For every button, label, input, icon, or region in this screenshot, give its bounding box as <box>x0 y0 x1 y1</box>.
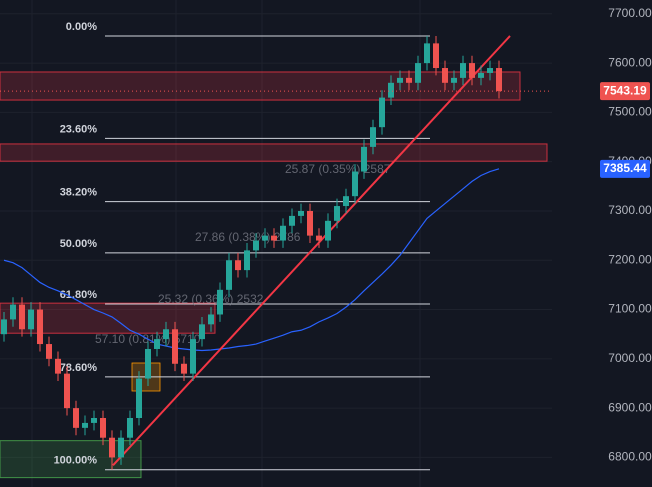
candle-body <box>109 437 115 458</box>
candle-body <box>226 260 232 290</box>
candle-body <box>343 196 349 207</box>
candle-body <box>334 206 340 221</box>
moving-average <box>3 168 500 352</box>
candle-body <box>127 417 133 438</box>
fib-label: 0.00% <box>66 21 97 33</box>
fib-label: 50.00% <box>60 238 98 250</box>
candle-body <box>181 363 187 374</box>
candle-body <box>424 43 430 64</box>
candle-body <box>37 309 43 345</box>
candle-body <box>298 210 304 216</box>
candle-body <box>478 72 484 78</box>
y-tick-label: 7700.00 <box>608 6 652 20</box>
trendline <box>112 35 511 466</box>
y-tick-label: 6800.00 <box>608 450 652 464</box>
candle-body <box>199 324 205 340</box>
candle-body <box>208 314 214 325</box>
last-price-label: 7543.19 <box>603 83 647 97</box>
candle-body <box>361 146 367 172</box>
candle-body <box>118 437 124 458</box>
candle-body <box>280 225 286 241</box>
fib-label: 38.20% <box>60 187 98 199</box>
candle-body <box>370 127 376 147</box>
candle-body <box>253 240 259 251</box>
candle-body <box>460 63 466 78</box>
candle-body <box>451 77 457 83</box>
candle-body <box>316 235 322 241</box>
candle-body <box>91 417 97 423</box>
fib-label: 78.60% <box>60 362 98 374</box>
candle-body <box>244 250 250 271</box>
candle-body <box>379 97 385 128</box>
y-tick-label: 6900.00 <box>608 400 652 414</box>
candle-body <box>64 373 70 409</box>
candle-body <box>172 329 178 364</box>
ma-price-box <box>600 159 650 178</box>
candle-body <box>388 82 394 98</box>
candle-body <box>10 304 16 320</box>
candle-body <box>163 329 169 340</box>
fib-label: 100.00% <box>54 455 98 467</box>
candle-body <box>145 348 151 379</box>
candle-body <box>262 235 268 241</box>
candle-body <box>325 220 331 241</box>
zone <box>0 143 548 162</box>
candle-body <box>235 260 241 271</box>
y-tick-label: 7500.00 <box>608 105 652 119</box>
candle-body <box>28 309 34 330</box>
candle-body <box>154 339 160 349</box>
last-price-box <box>600 82 650 101</box>
candle-body <box>73 408 79 428</box>
candle-body <box>46 344 52 359</box>
candle-body <box>415 63 421 83</box>
zone <box>0 302 216 334</box>
candle-body <box>307 210 313 236</box>
ma-price-label: 7385.44 <box>603 161 647 175</box>
candle-body <box>289 215 295 226</box>
fib-label: 61.80% <box>60 289 98 301</box>
candle-body <box>442 68 448 83</box>
y-tick-label: 7000.00 <box>608 351 652 365</box>
y-tick-label: 7300.00 <box>608 203 652 217</box>
candle-body <box>100 417 106 438</box>
candle-body <box>1 319 7 335</box>
candle-body <box>397 77 403 83</box>
y-tick-label: 7200.00 <box>608 252 652 266</box>
candle-body <box>406 77 412 83</box>
candle-body <box>496 68 502 92</box>
candle-body <box>136 378 142 418</box>
y-tick-label: 7600.00 <box>608 55 652 69</box>
candle-body <box>19 304 25 330</box>
candle-body <box>487 68 493 73</box>
candle-body <box>271 235 277 241</box>
candle-body <box>433 43 439 69</box>
candle-body <box>82 422 88 428</box>
zone <box>0 71 521 101</box>
candle-body <box>217 289 223 315</box>
y-tick-label: 7100.00 <box>608 302 652 316</box>
candle-body <box>55 358 61 374</box>
fib-label: 23.60% <box>60 123 98 135</box>
candle-body <box>352 171 358 197</box>
annotation: 25.32 (0.36%) 2532 <box>158 292 264 306</box>
candle-body <box>190 339 196 374</box>
candle-body <box>469 63 475 78</box>
annotation: 25.87 (0.35%) 2587 <box>285 162 391 176</box>
